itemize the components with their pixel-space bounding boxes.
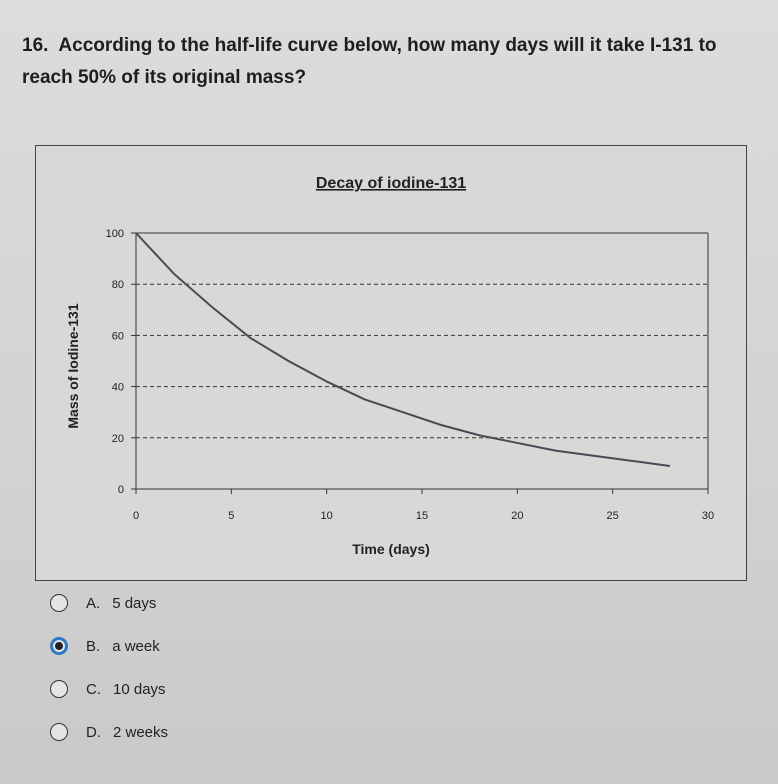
chart: Decay of iodine-131 Time (days) Mass of … (65, 175, 714, 557)
chart-box: Decay of iodine-131 Time (days) Mass of … (35, 145, 747, 581)
option-letter: D. (86, 723, 101, 741)
x-axis-label: Time (days) (352, 541, 430, 557)
decay-curve (135, 232, 671, 467)
x-tick-label: 25 (607, 510, 619, 522)
x-tick-label: 0 (133, 510, 139, 522)
option-letter: A. (86, 594, 101, 612)
option-text: a week (112, 637, 160, 655)
option-text: 5 days (112, 594, 157, 612)
option-text: 10 days (113, 680, 166, 698)
question-number: 16. (22, 35, 49, 56)
y-tick-label: 40 (112, 382, 124, 394)
option[interactable]: D. 2 weeks (50, 723, 168, 741)
option[interactable]: B. a week (50, 637, 160, 655)
x-tick-label: 20 (511, 510, 523, 522)
question: 16. According to the half-life curve belo… (22, 30, 742, 94)
question-text: According to the half-life curve below, … (22, 35, 717, 88)
option-text: 2 weeks (113, 723, 169, 741)
x-tick-label: 10 (321, 510, 333, 522)
x-tick-label: 15 (416, 510, 428, 522)
radio[interactable] (50, 680, 68, 698)
y-axis-label: Mass of Iodine-131 (65, 303, 81, 428)
x-tick-label: 30 (702, 510, 714, 522)
option[interactable]: A. 5 days (50, 594, 156, 612)
radio[interactable] (50, 723, 68, 741)
y-tick-label: 80 (112, 279, 124, 291)
option-letter: B. (86, 637, 101, 655)
y-tick-label: 0 (118, 484, 124, 496)
radio[interactable] (50, 637, 68, 655)
radio[interactable] (50, 594, 68, 612)
option[interactable]: C. 10 days (50, 680, 166, 698)
x-tick-label: 5 (228, 510, 234, 522)
option-letter: C. (86, 680, 101, 698)
chart-title: Decay of iodine-131 (316, 175, 466, 192)
y-tick-label: 60 (112, 330, 124, 342)
y-tick-label: 100 (106, 228, 124, 240)
y-tick-label: 20 (112, 433, 124, 445)
